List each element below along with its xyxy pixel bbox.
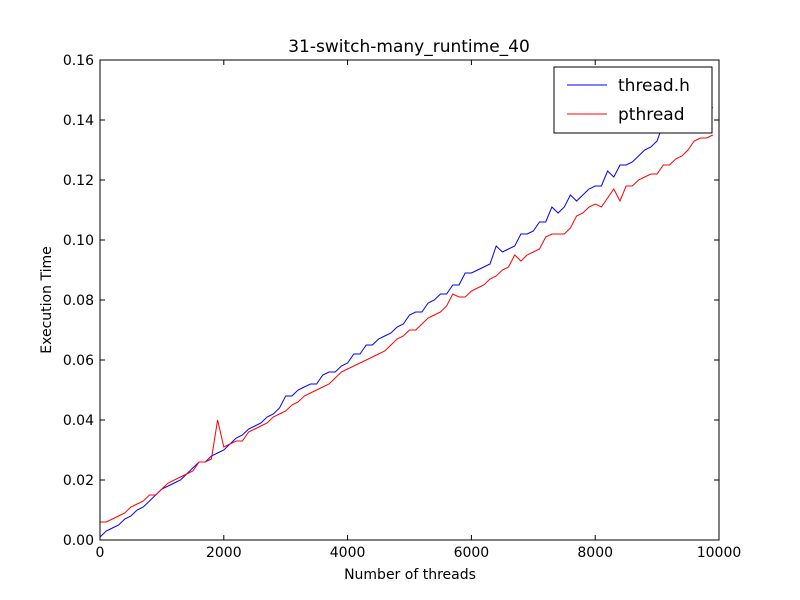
x-tick-label: 6000 <box>454 545 490 561</box>
x-tick-label: 2000 <box>206 545 242 561</box>
plot-area: 0 2000 4000 6000 8000 10000 0.00 0.02 0.04 0.06 0.… <box>63 53 741 561</box>
y-tick-label: 0.00 <box>63 533 94 549</box>
legend-label-pthread: pthread <box>618 105 685 125</box>
y-tick-label: 0.10 <box>63 233 94 249</box>
y-tick-label: 0.02 <box>63 473 94 489</box>
y-tick-label: 0.08 <box>63 293 94 309</box>
y-tick-label: 0.04 <box>63 413 94 429</box>
y-tick-label: 0.12 <box>63 173 94 189</box>
legend: thread.h pthread <box>553 66 713 134</box>
series-layer <box>99 101 714 538</box>
x-tick-label: 4000 <box>330 545 366 561</box>
x-tick-label: 10000 <box>697 545 742 561</box>
chart-title: 31-switch-many_runtime_40 <box>288 37 530 57</box>
legend-frame <box>553 66 713 134</box>
series-line-pthread <box>100 134 714 523</box>
x-axis-label: Number of threads <box>344 567 476 583</box>
axes-background <box>100 60 719 540</box>
y-tick-label: 0.06 <box>63 353 94 369</box>
x-tick-label: 8000 <box>577 545 613 561</box>
ticks-layer: 0 2000 4000 6000 8000 10000 0.00 0.02 0.04 0.06 0.… <box>63 53 741 561</box>
y-tick-label: 0.14 <box>63 113 94 129</box>
y-tick-label: 0.16 <box>63 53 94 69</box>
legend-label-thread-h: thread.h <box>618 76 690 96</box>
y-axis-label: Execution Time <box>39 246 55 353</box>
x-tick-label: 0 <box>96 545 105 561</box>
